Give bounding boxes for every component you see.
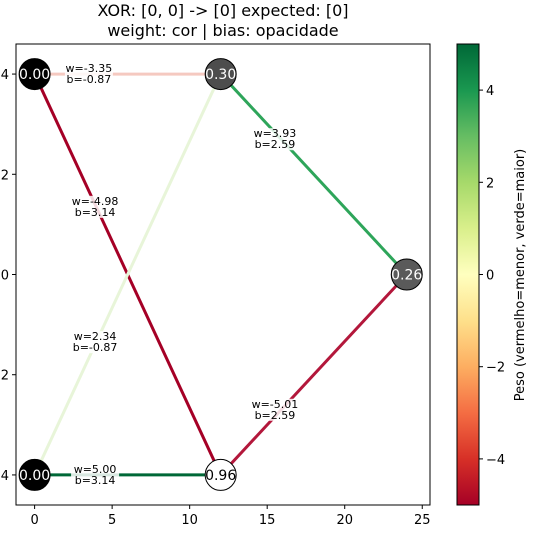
node-in1: 0.00 <box>18 458 51 491</box>
edge-h0-out <box>219 73 408 276</box>
edge-weight-label: w=-3.35 <box>66 62 113 75</box>
edge-weight-label: w=-4.98 <box>72 195 119 208</box>
edge-h1-out <box>219 273 408 476</box>
title-line-1: XOR: [0, 0] -> [0] expected: [0] <box>98 1 349 20</box>
node-value: 0.96 <box>205 468 236 484</box>
edge-bias-label: b=3.14 <box>75 206 116 219</box>
node-value: 0.30 <box>205 67 236 83</box>
y-tick-label: 4 <box>1 68 9 83</box>
edge-labels-layer: w=-3.35b=-0.87w=-4.98b=3.14w=2.34b=-0.87… <box>64 62 299 487</box>
edge-label-bg <box>64 63 113 86</box>
edge-label: w=5.00b=3.14 <box>71 463 120 487</box>
colorbar-tick-label: 0 <box>486 269 494 284</box>
node-circle <box>204 58 237 91</box>
node-circle <box>18 58 51 91</box>
y-tick-label: 4 <box>1 469 9 484</box>
edge-label-bg <box>250 128 299 151</box>
edge-label-bg <box>71 195 120 218</box>
plot-frame <box>15 43 431 506</box>
edge-label-bg <box>250 398 299 421</box>
colorbar-tick-label: −4 <box>486 453 505 468</box>
colorbar: 4 2 0 −2 −4 Peso (vermelho=menor, verde=maio… <box>456 43 528 506</box>
edge-bias-label: b=2.59 <box>255 409 296 422</box>
edge-weight-label: w=-5.01 <box>252 398 299 411</box>
colorbar-label: Peso (vermelho=menor, verde=maior) <box>513 149 528 402</box>
x-tick-label: 10 <box>181 513 198 528</box>
edge-bias-label: b=-0.87 <box>67 73 112 86</box>
nodes-layer: 0.00 0.00 0.30 0.96 0.26 <box>18 58 423 491</box>
edges-layer <box>33 72 408 477</box>
x-axis-ticks: 0 5 10 15 20 25 <box>30 505 431 528</box>
x-tick-label: 20 <box>336 513 353 528</box>
node-circle <box>390 258 423 291</box>
y-axis-ticks: 4 2 0 2 4 <box>1 68 16 484</box>
x-tick-label: 0 <box>30 513 38 528</box>
edge-label: w=3.93b=2.59 <box>250 127 299 151</box>
node-value: 0.26 <box>391 268 422 284</box>
node-circle <box>18 458 51 491</box>
title-line-2: weight: cor | bias: opacidade <box>107 21 338 40</box>
node-value: 0.00 <box>19 468 50 484</box>
edge-label-bg <box>71 463 120 486</box>
node-h0: 0.30 <box>204 58 237 91</box>
edge-in1-h0 <box>33 73 223 476</box>
edge-bias-label: b=2.59 <box>255 138 296 151</box>
colorbar-ticks: 4 2 0 −2 −4 <box>479 84 505 468</box>
y-tick-label: 0 <box>1 269 9 284</box>
edge-label: w=-4.98b=3.14 <box>71 195 120 219</box>
edge-label: w=2.34b=-0.87 <box>71 330 120 354</box>
edge-label: w=-3.35b=-0.87 <box>64 62 113 86</box>
colorbar-tick-label: −2 <box>486 361 505 376</box>
node-value: 0.00 <box>19 67 50 83</box>
edge-bias-label: b=-0.87 <box>73 341 118 354</box>
x-tick-label: 5 <box>108 513 116 528</box>
node-out: 0.26 <box>390 258 423 291</box>
edge-bias-label: b=3.14 <box>75 474 116 487</box>
node-circle <box>204 458 237 491</box>
edge-weight-label: w=2.34 <box>74 330 117 343</box>
plot-area: w=-3.35b=-0.87w=-4.98b=3.14w=2.34b=-0.87… <box>1 43 431 528</box>
y-tick-label: 2 <box>1 369 9 384</box>
x-tick-label: 25 <box>414 513 431 528</box>
edge-weight-label: w=5.00 <box>74 463 117 476</box>
colorbar-tick-label: 2 <box>486 176 494 191</box>
y-tick-label: 2 <box>1 168 9 183</box>
edge-label-bg <box>71 331 120 354</box>
node-h1: 0.96 <box>204 458 237 491</box>
edge-weight-label: w=3.93 <box>254 127 297 140</box>
edge-label: w=-5.01b=2.59 <box>250 398 299 422</box>
colorbar-tick-label: 4 <box>486 84 494 99</box>
colorbar-gradient <box>456 43 480 506</box>
node-in0: 0.00 <box>18 58 51 91</box>
x-tick-label: 15 <box>259 513 276 528</box>
